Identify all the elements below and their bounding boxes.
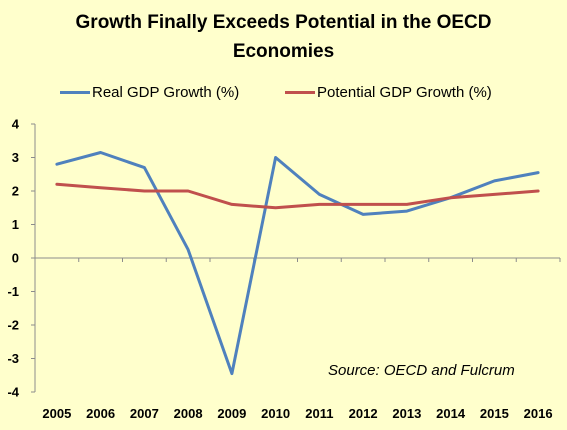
legend-item-potential-gdp: Potential GDP Growth (%) (285, 84, 492, 101)
x-tick-label: 2007 (130, 406, 159, 421)
legend-label-potential-gdp: Potential GDP Growth (%) (317, 84, 492, 101)
legend-item-real-gdp: Real GDP Growth (%) (60, 84, 239, 101)
legend-label-real-gdp: Real GDP Growth (%) (92, 84, 240, 101)
x-tick-label: 2015 (480, 406, 509, 421)
y-tick-label: -4 (7, 385, 19, 400)
y-tick-label: -3 (7, 351, 19, 366)
y-tick-label: -2 (7, 318, 19, 333)
chart-title-line-1: Growth Finally Exceeds Potential in the … (75, 12, 492, 33)
chart-title-line-2: Economies (232, 41, 335, 62)
legend: Real GDP Growth (%) Potential GDP Growth… (0, 84, 567, 106)
x-tick-label: 2016 (524, 406, 553, 421)
legend-swatch-potential-gdp (285, 91, 315, 94)
x-tick-label: 2011 (305, 406, 333, 421)
y-tick-label: 2 (12, 184, 19, 199)
x-tick-label: 2006 (86, 406, 115, 421)
legend-swatch-real-gdp (60, 91, 90, 94)
x-tick-label: 2009 (217, 406, 246, 421)
x-tick-label: 2012 (349, 406, 378, 421)
series-line-1 (55, 182, 540, 210)
x-tick-label: 2010 (261, 406, 290, 421)
x-tick-label: 2013 (392, 406, 421, 421)
chart-title: Growth Finally Exceeds Potential in the … (0, 8, 567, 66)
x-tick-label: 2008 (174, 406, 203, 421)
x-tick-label: 2014 (436, 406, 466, 421)
x-tick-label: 2005 (42, 406, 71, 421)
y-tick-label: -1 (7, 284, 19, 299)
y-tick-label: 0 (12, 251, 19, 266)
series-line-0 (55, 151, 540, 376)
y-tick-label: 3 (12, 150, 19, 165)
y-tick-label: 1 (12, 217, 19, 232)
y-tick-label: 4 (12, 117, 20, 132)
source-annotation: Source: OECD and Fulcrum (328, 362, 515, 379)
